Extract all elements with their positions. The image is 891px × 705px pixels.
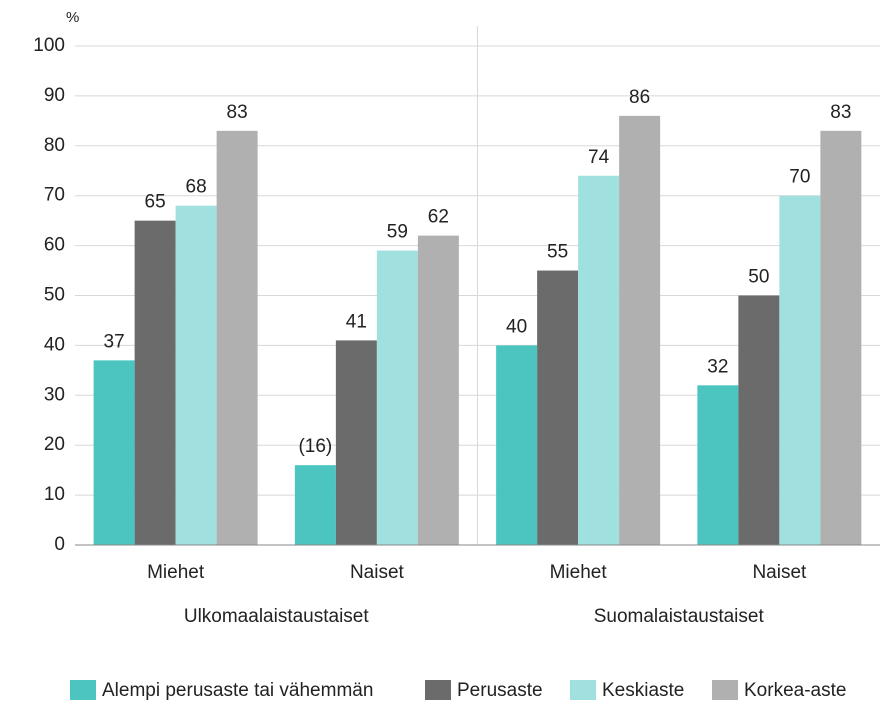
y-tick-label: 70 xyxy=(44,185,65,206)
legend-label: Perusaste xyxy=(457,680,543,701)
y-tick-label: 0 xyxy=(54,534,65,555)
x-tick-label: Miehet xyxy=(147,562,205,583)
value-label: 68 xyxy=(186,177,207,198)
value-label: 62 xyxy=(428,207,449,228)
value-label: 37 xyxy=(104,331,125,352)
y-tick-label: 10 xyxy=(44,484,65,505)
y-tick-label: 20 xyxy=(44,434,65,455)
group-label: Suomalaistaustaiset xyxy=(594,606,765,627)
y-tick-label: 80 xyxy=(44,135,65,156)
legend-label: Korkea-aste xyxy=(744,680,846,701)
legend-swatch xyxy=(712,680,738,700)
bar xyxy=(294,465,336,545)
value-label: 74 xyxy=(588,147,610,168)
bar xyxy=(537,270,579,545)
value-label: 40 xyxy=(506,316,527,337)
value-label: 50 xyxy=(748,267,769,288)
legend-label: Keskiaste xyxy=(602,680,684,701)
value-label: (16) xyxy=(298,436,332,457)
group-label: Ulkomaalaistaustaiset xyxy=(184,606,370,627)
x-tick-label: Miehet xyxy=(550,562,608,583)
bar xyxy=(697,385,739,545)
bar xyxy=(335,340,377,545)
value-label: 32 xyxy=(707,356,728,377)
bar xyxy=(619,115,661,546)
legend-swatch xyxy=(570,680,596,700)
bar xyxy=(779,195,821,545)
bar xyxy=(578,175,620,546)
bar xyxy=(738,295,780,545)
bar xyxy=(417,235,459,545)
value-label: 55 xyxy=(547,242,568,263)
x-tick-label: Naiset xyxy=(350,562,405,583)
legend-swatch xyxy=(70,680,96,700)
bar xyxy=(134,220,176,545)
y-tick-label: 100 xyxy=(33,35,65,56)
value-label: 70 xyxy=(789,167,810,188)
bar xyxy=(216,130,258,545)
value-label: 83 xyxy=(227,102,248,123)
value-label: 41 xyxy=(346,311,367,332)
value-label: 59 xyxy=(387,222,408,243)
y-tick-label: 40 xyxy=(44,334,65,355)
bar xyxy=(175,205,217,545)
bar xyxy=(820,130,862,545)
value-label: 86 xyxy=(629,87,650,108)
value-label: 65 xyxy=(145,192,166,213)
x-tick-label: Naiset xyxy=(752,562,807,583)
legend-swatch xyxy=(425,680,451,700)
y-axis-label: % xyxy=(66,9,79,26)
y-tick-label: 50 xyxy=(44,285,65,306)
legend-label: Alempi perusaste tai vähemmän xyxy=(102,680,373,701)
y-tick-label: 60 xyxy=(44,235,65,256)
bar xyxy=(496,345,538,545)
value-label: 83 xyxy=(830,102,851,123)
y-tick-label: 30 xyxy=(44,384,65,405)
bar xyxy=(376,250,418,545)
bar xyxy=(93,360,135,545)
y-tick-label: 90 xyxy=(44,85,65,106)
